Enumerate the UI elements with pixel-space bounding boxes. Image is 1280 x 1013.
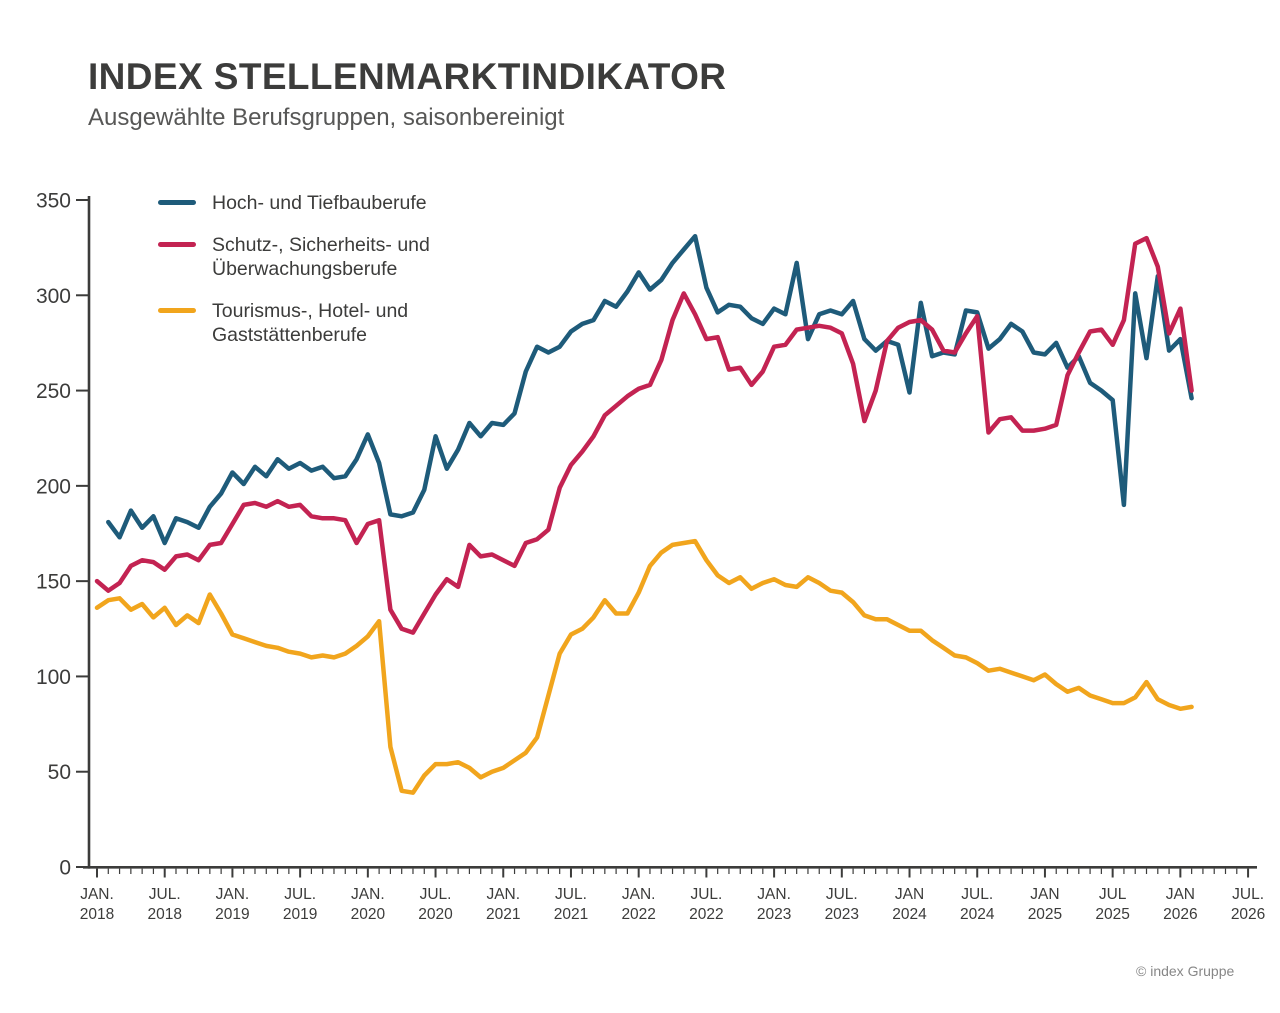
x-tick-label-month: JAN. [216,886,250,903]
x-tick-label-month: JAN [1166,886,1195,903]
x-tick-label-year: 2022 [689,906,723,923]
x-tick-label-month: JAN. [622,886,656,903]
x-tick-label-year: 2022 [621,906,655,923]
chart-legend: Hoch- und Tiefbauberufe Schutz-, Sicherh… [158,191,460,365]
x-tick-label-month: JAN. [80,886,114,903]
x-tick-label-year: 2020 [418,906,453,923]
x-tick-label-month: JUL. [1232,886,1264,903]
series-line-0 [106,233,1194,546]
legend-line-swatch-blue [158,200,196,205]
x-tick-label-month: JUL. [826,886,858,903]
legend-item-tourismus-hotel-gaststaettenberufe: Tourismus-, Hotel- und Gaststättenberufe [158,299,460,348]
x-tick-label-month: JAN. [351,886,385,903]
x-tick-label-month: JUL. [149,886,181,903]
x-tick-label-month: JUL. [961,886,993,903]
x-tick-label-year: 2025 [1095,906,1129,923]
x-tick-label-year: 2025 [1028,906,1062,923]
x-tick-label-year: 2026 [1231,906,1265,923]
y-tick-label: 200 [36,475,71,498]
legend-item-schutz-sicherheits-ueberwachungsberufe: Schutz-, Sicherheits- und Überwachungsbe… [158,233,460,282]
x-tick-label-year: 2018 [147,906,181,923]
x-tick-label-month: JAN. [486,886,520,903]
x-tick-label-year: 2026 [1163,906,1197,923]
x-tick-label-year: 2023 [825,906,859,923]
y-tick-label: 250 [36,380,71,403]
x-tick-label-year: 2018 [80,906,114,923]
legend-label: Tourismus-, Hotel- und Gaststättenberufe [212,299,409,347]
page-title: INDEX STELLENMARKTINDIKATOR [88,56,727,97]
x-tick-label-year: 2024 [960,906,995,923]
y-tick-label: 100 [36,666,71,689]
x-tick-label-month: JUL. [690,886,722,903]
y-tick-label: 150 [36,571,71,594]
copyright-note: © index Gruppe [1136,963,1235,979]
x-tick-label-year: 2021 [554,906,588,923]
y-tick-label: 50 [48,761,71,784]
legend-item-hoch-und-tiefbauberufe: Hoch- und Tiefbauberufe [158,191,460,216]
legend-line-swatch-red [158,241,196,247]
series-line-1 [94,235,1194,635]
x-tick-label-year: 2019 [215,906,249,923]
legend-label: Hoch- und Tiefbauberufe [212,192,427,214]
x-tick-label-year: 2021 [486,906,520,923]
x-tick-label-year: 2023 [757,906,791,923]
y-tick-label: 0 [59,857,71,880]
x-tick-label-month: JAN [895,886,924,903]
x-tick-label-month: JUL [1099,886,1127,903]
x-tick-label-month: JUL. [284,886,316,903]
y-tick-label: 300 [36,285,71,308]
x-tick-label-month: JUL. [555,886,587,903]
x-tick-label-month: JUL. [420,886,452,903]
series-line-2 [94,538,1194,795]
x-tick-label-month: JAN. [757,886,791,903]
page-subtitle: Ausgewählte Berufsgruppen, saisonbereini… [88,104,565,131]
x-tick-label-month: JAN [1030,886,1059,903]
legend-label: Schutz-, Sicherheits- und Überwachungsbe… [212,233,430,281]
legend-line-swatch-orange [158,307,196,313]
x-tick-label-year: 2019 [283,906,317,923]
x-tick-label-year: 2024 [892,906,927,923]
x-tick-label-year: 2020 [351,906,386,923]
y-tick-label: 350 [36,190,71,213]
